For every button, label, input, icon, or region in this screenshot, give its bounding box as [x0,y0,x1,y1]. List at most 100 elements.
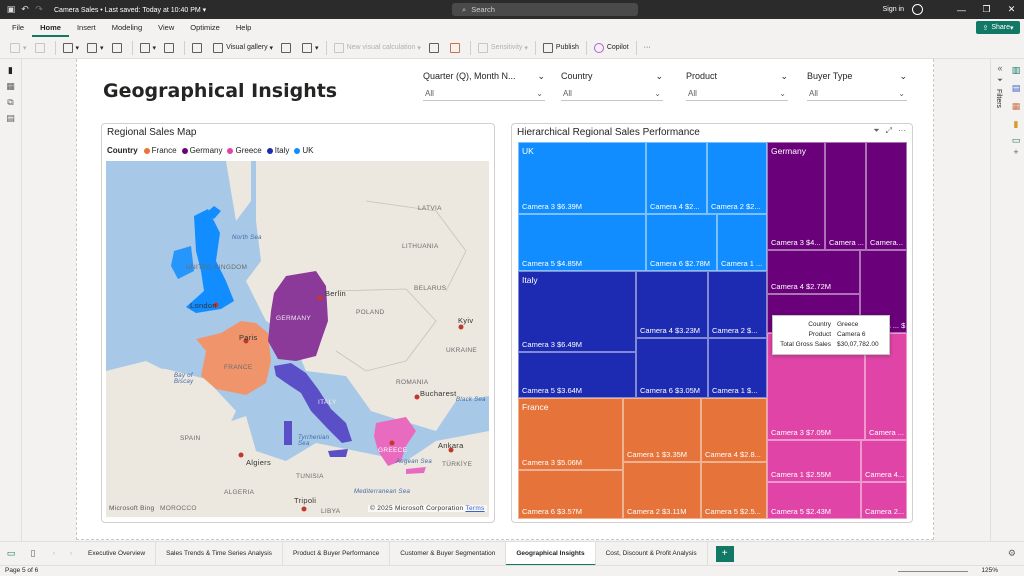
desktop-layout-icon[interactable]: ▭ [6,548,16,558]
treemap-cell[interactable]: Camera 5 $4.85M [518,214,646,271]
legend-item-uk[interactable]: UK [294,146,314,155]
sign-in-link[interactable]: Sign in [882,6,904,13]
dax-query-icon[interactable]: ▤ [6,113,15,123]
save-icon[interactable]: ▣ [6,4,16,14]
treemap-cell[interactable]: Camera 6 $3.05M [636,338,708,398]
treemap-cell[interactable]: Camera 2 $2... [707,142,767,214]
minimize-icon[interactable]: — [957,4,966,15]
treemap-cell[interactable]: Camera 1 ... [717,214,767,271]
search-box[interactable]: ⌕ Search [452,3,638,16]
treemap-cell[interactable]: Camera ... [825,142,866,250]
legend-item-germany[interactable]: Germany [181,146,222,155]
close-icon[interactable]: ✕ [1007,4,1016,14]
refresh-data-button[interactable] [160,39,181,57]
treemap-cell[interactable]: Italy Camera 3 $6.49M [518,271,636,352]
treemap-cell[interactable]: Camera 4 $2.72M [767,250,860,294]
menu-help[interactable]: Help [235,23,252,32]
sicily-shape[interactable] [328,449,348,457]
treemap-cell[interactable]: Camera 1 $3.35M [623,398,701,462]
copilot-button[interactable]: Copilot [590,39,633,57]
more-visuals-button[interactable]: ▾ [298,39,323,57]
ireland-shape[interactable] [171,246,194,279]
menu-optimize[interactable]: Optimize [190,23,220,32]
save-status[interactable]: Last saved: Today at 10:40 PM [104,6,201,14]
avatar-icon[interactable] [912,4,923,15]
scroll-left-icon[interactable]: ‹ [52,550,56,557]
more-options-icon[interactable]: ··· [898,126,906,135]
treemap-cell[interactable]: Camera 4 $2.8... [701,398,767,462]
map-terms-link[interactable]: Terms [465,505,485,512]
treemap-cell[interactable]: Camera 2 $... [708,271,767,338]
tab-cost-discount-profit[interactable]: Cost, Discount & Profit Analysis [596,541,708,566]
slicer-buyer-type[interactable]: Buyer Type ⌄ All ⌄ [807,71,907,101]
menu-home[interactable]: Home [32,19,69,37]
slicer-product[interactable]: Product ⌄ All ⌄ [686,71,788,101]
format-painter-button[interactable] [31,39,52,57]
tab-customer-buyer-segmentation[interactable]: Customer & Buyer Segmentation [390,541,507,566]
menu-modeling[interactable]: Modeling [111,23,143,32]
slicer-dropdown[interactable]: All ⌄ [807,87,907,101]
tab-executive-overview[interactable]: Executive Overview [78,541,157,566]
treemap-cell[interactable]: Camera 4 $2... [646,142,707,214]
slicer-quarter-month[interactable]: Quarter (Q), Month N... ⌄ All ⌄ [423,71,545,101]
treemap-cell[interactable]: Camera 6 $3.57M [518,470,623,519]
treemap-cell[interactable]: UK Camera 3 $6.39M [518,142,646,214]
selection-icon[interactable]: ▭ [1011,135,1021,145]
slicer-country[interactable]: Country ⌄ All ⌄ [561,71,663,101]
treemap-cell[interactable]: Camera 2... [861,482,907,519]
uk-shape[interactable] [186,209,234,313]
treemap-cell[interactable]: Camera 4... [861,440,907,482]
maximize-icon[interactable]: ❐ [982,4,991,14]
menu-insert[interactable]: Insert [76,23,96,32]
model-view-icon[interactable]: ⧉ [7,97,14,107]
mobile-layout-icon[interactable]: ▯ [30,548,36,558]
text-box-button[interactable] [277,39,298,57]
zoom-slider[interactable] [898,571,968,572]
crete-shape[interactable] [406,467,426,474]
treemap-cell[interactable]: Camera 6 $2.78M [646,214,717,271]
transform-data-button[interactable]: ▾ [136,39,161,57]
slicer-dropdown[interactable]: All ⌄ [423,87,545,101]
tab-product-buyer-performance[interactable]: Product & Buyer Performance [283,541,391,566]
scroll-right-icon[interactable]: › [69,550,73,557]
quick-measure-button[interactable] [446,39,467,57]
filter-icon[interactable]: ⏷ [873,126,880,135]
share-button[interactable]: ⇪ Share ▾ [976,21,1020,34]
france-shape[interactable] [196,321,271,395]
get-data-button[interactable]: ▾ [59,39,84,57]
bookmarks-icon[interactable]: ▮ [1013,119,1019,129]
undo-icon[interactable]: ↶ [21,4,29,14]
filters-pane-label[interactable]: Filters [995,89,1002,109]
map-area[interactable]: North Sea UNITED KINGDOM London Paris FR… [106,161,489,517]
publish-button[interactable]: Publish [539,39,583,57]
treemap-cell[interactable]: Camera 5 $2.5... [701,462,767,519]
focus-mode-icon[interactable]: ⤢ [885,126,892,135]
paste-button[interactable]: ▾ [6,39,31,57]
menu-view[interactable]: View [158,23,175,32]
treemap-cell[interactable]: Camera 1 $2.55M [767,440,861,482]
add-pane-icon[interactable]: + [1013,147,1019,157]
visual-gallery-button[interactable]: Visual gallery ▾ [209,39,277,57]
add-page-button[interactable]: + [715,545,734,562]
excel-button[interactable]: ▾ [83,39,108,57]
format-icon[interactable]: ▦ [1011,101,1021,111]
treemap-cell[interactable]: Camera 5 $3.64M [518,352,636,398]
uk-islands-shape[interactable] [206,206,221,219]
treemap-cell[interactable]: Camera... [866,142,907,250]
sardinia-shape[interactable] [284,421,292,445]
legend-item-italy[interactable]: Italy [266,146,289,155]
more-options-button[interactable]: ··· [640,39,655,57]
menu-file[interactable]: File [12,23,25,32]
new-visual-button[interactable] [188,39,209,57]
treemap-visual[interactable]: Hierarchical Regional Sales Performance … [511,123,913,523]
visualizations-icon[interactable]: ▥ [1011,65,1021,75]
legend-item-france[interactable]: France [143,146,177,155]
refresh-button[interactable] [108,39,129,57]
treemap-cell[interactable]: Camera 5 $2.43M [767,482,861,519]
collapse-icon[interactable]: « [997,63,1003,73]
redo-icon[interactable]: ↷ [35,4,43,14]
germany-shape[interactable] [268,271,328,361]
italy-shape[interactable] [274,363,352,443]
data-icon[interactable]: ▤ [1011,83,1021,93]
greece-shape[interactable] [374,417,416,466]
